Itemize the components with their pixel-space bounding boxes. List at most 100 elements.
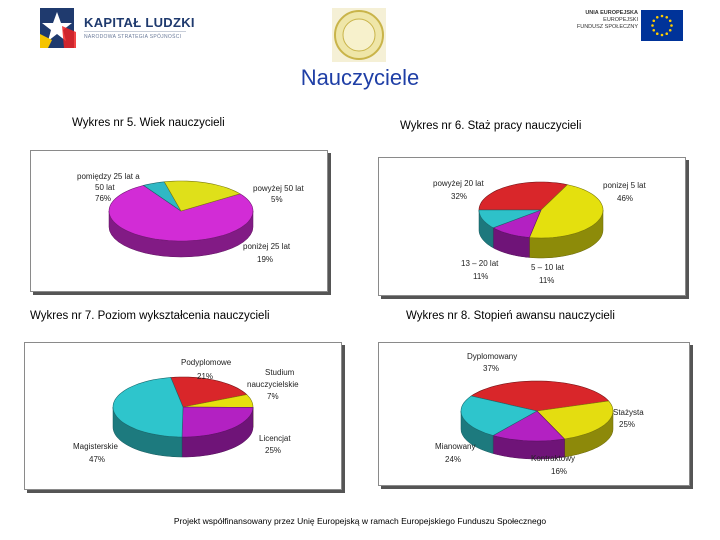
label-line: 7%: [267, 392, 279, 401]
eu-star-icon: [665, 15, 669, 19]
label-line: powyżej 20 lat: [433, 179, 484, 188]
chart-6-panel: powyżej 20 lat 32% ponizej 5 lat 46% 13 – …: [378, 157, 686, 296]
eu-star-icon: [668, 28, 672, 32]
label-line: Kontraktowy: [531, 454, 575, 463]
label-line: 16%: [551, 467, 567, 476]
label-line: powyżej 50 lat: [253, 184, 304, 193]
eu-line-2: EUROPEJSKI: [603, 17, 638, 24]
eu-line-3: FUNDUSZ SPOŁECZNY: [576, 24, 638, 31]
pie-slice: [528, 184, 604, 239]
pie-slice: [478, 181, 569, 211]
label-podyplomowe: Podyplomowe 21%: [181, 358, 232, 381]
label-over-20: powyżej 20 lat 32%: [433, 179, 484, 201]
label-line: 5%: [271, 195, 283, 204]
kapital-ludzki-subtitle: NARODOWA STRATEGIA SPÓJNOŚCI: [84, 34, 182, 40]
kapital-ludzki-emblem-icon: [40, 8, 76, 48]
chart-6-labels: powyżej 20 lat 32% ponizej 5 lat 46% 13 – …: [433, 179, 646, 285]
label-line: ponizej 5 lat: [603, 181, 646, 190]
seal-icon: [332, 8, 386, 62]
kapital-ludzki-title: KAPITAŁ LUDZKI: [84, 15, 195, 30]
chart-5-caption: Wykres nr 5. Wiek nauczycieli: [72, 117, 225, 129]
chart-7-caption: Wykres nr 7. Poziom wykształcenia nauczy…: [30, 310, 270, 322]
label-line: Licencjat: [259, 434, 291, 443]
label-under-5: ponizej 5 lat 46%: [603, 181, 646, 203]
eu-logo-text: UNIA EUROPEJSKA EUROPEJSKI FUNDUSZ SPOŁE…: [577, 10, 638, 32]
chart-7-labels: Podyplomowe 21% Studium nauczycielskie 7% L…: [73, 358, 299, 464]
eu-line-1: UNIA EUROPEJSKA: [585, 10, 638, 16]
pie-slice: [163, 180, 241, 212]
label-line: 11%: [539, 276, 554, 285]
label-kontraktowy: Kontraktowy 16%: [531, 454, 575, 476]
kapital-ludzki-logo: KAPITAŁ LUDZKI NARODOWA STRATEGIA SPÓJNO…: [38, 6, 195, 50]
label-over-50: powyżej 50 lat 5%: [253, 184, 304, 204]
eu-star-icon: [660, 14, 664, 18]
label-5-10: 5 – 10 lat 11%: [531, 263, 565, 285]
label-line: 13 – 20 lat: [461, 259, 499, 268]
label-line: 50 lat: [95, 183, 115, 192]
label-line: pomiędzy 25 lat a: [77, 172, 140, 181]
pie-slice: [460, 395, 538, 436]
school-seal-logo: [332, 8, 386, 62]
chart-8-svg: Dyplomowany 37% Stażysta 25% Kontraktowy 16…: [435, 352, 644, 476]
label-line: 21%: [197, 372, 213, 381]
eu-star-icon: [665, 32, 669, 36]
label-line: poniżej 25 lat: [243, 242, 291, 251]
eu-star-icon: [651, 24, 654, 27]
label-line: nauczycielskie: [247, 380, 299, 389]
pie-slice: [492, 410, 566, 442]
label-line: Stażysta: [613, 408, 644, 417]
chart-5-labels: pomiędzy 25 lat a 50 lat 76% powyżej 50 la…: [77, 172, 304, 264]
eu-flag-icon: [641, 10, 683, 41]
label-line: 5 – 10 lat: [531, 263, 565, 272]
label-line: 37%: [483, 364, 499, 373]
pie-slice: [112, 377, 184, 438]
chart-5-svg: pomiędzy 25 lat a 50 lat 76% powyżej 50 la…: [77, 172, 304, 264]
label-25-50: pomiędzy 25 lat a 50 lat 76%: [77, 172, 140, 203]
eu-star-icon: [652, 28, 656, 32]
label-licencjat: Licencjat 25%: [259, 434, 291, 455]
pie-slice: [470, 380, 610, 412]
pie-slice: [536, 400, 614, 440]
label-line: 47%: [89, 455, 105, 464]
chart-5-panel: pomiędzy 25 lat a 50 lat 76% powyżej 50 la…: [30, 150, 328, 292]
label-line: Podyplomowe: [181, 358, 232, 367]
eu-star-icon: [670, 24, 673, 27]
pie-slice: [170, 376, 248, 408]
label-line: Magisterskie: [73, 442, 118, 451]
label-mianowany: Mianowany 24%: [435, 442, 475, 464]
eu-star-icon: [668, 19, 672, 23]
eu-star-icon: [655, 32, 659, 36]
pie-slice: [182, 394, 254, 408]
label-line: Studium: [265, 368, 295, 377]
label-line: 76%: [95, 194, 111, 203]
label-magisterskie: Magisterskie 47%: [73, 442, 118, 464]
label-under-25: poniżej 25 lat 19%: [243, 242, 291, 264]
label-line: Mianowany: [435, 442, 475, 451]
label-dyplomowany: Dyplomowany 37%: [467, 352, 517, 373]
footer-text: Projekt współfinansowany przez Unię Euro…: [173, 516, 547, 526]
page-title: Nauczyciele: [300, 65, 420, 90]
label-line: 24%: [445, 455, 461, 464]
chart-7-svg: Podyplomowe 21% Studium nauczycielskie 7% L…: [73, 358, 299, 464]
chart-6-caption: Wykres nr 6. Staż pracy nauczycieli: [400, 120, 582, 132]
label-line: 11%: [473, 272, 488, 281]
label-line: 25%: [619, 420, 635, 429]
label-line: 32%: [451, 192, 467, 201]
pie-slice: [181, 406, 254, 438]
label-line: 19%: [257, 255, 273, 264]
chart-8-caption: Wykres nr 8. Stopień awansu nauczycieli: [406, 310, 615, 322]
pie-slice: [492, 209, 542, 238]
eu-star-icon: [655, 15, 659, 19]
eu-star-icon: [660, 33, 664, 37]
label-13-20: 13 – 20 lat 11%: [461, 259, 499, 281]
chart-8-panel: Dyplomowany 37% Stażysta 25% Kontraktowy 16…: [378, 342, 690, 486]
divider: [84, 31, 186, 32]
chart-7-panel: Podyplomowe 21% Studium nauczycielskie 7% L…: [24, 342, 342, 490]
label-studium: Studium nauczycielskie 7%: [247, 368, 299, 401]
label-stazysta: Stażysta 25%: [613, 408, 644, 429]
chart-6-svg: powyżej 20 lat 32% ponizej 5 lat 46% 13 – …: [433, 179, 646, 285]
label-line: Dyplomowany: [467, 352, 517, 361]
pie-slice: [478, 209, 542, 229]
pie-slice: [142, 181, 182, 212]
eu-star-icon: [652, 19, 656, 23]
